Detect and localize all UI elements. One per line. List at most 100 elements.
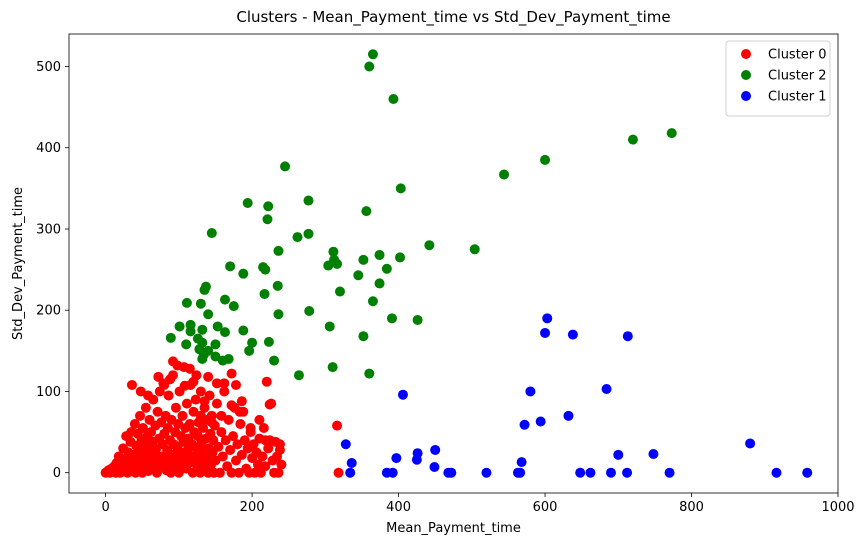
- point-series-0-190: [219, 386, 230, 397]
- point-series-0-139: [213, 441, 224, 452]
- point-series-1-50: [174, 321, 185, 332]
- point-series-1-74: [364, 368, 375, 379]
- y-tick-label-0: 0: [53, 466, 61, 481]
- point-series-0-197: [135, 386, 146, 397]
- legend-label-2: Cluster 1: [768, 90, 827, 105]
- point-series-1-32: [238, 268, 249, 279]
- point-series-2-19: [346, 457, 357, 468]
- point-series-0-154: [235, 418, 246, 429]
- point-series-1-12: [361, 206, 372, 217]
- point-series-0-198: [143, 390, 154, 401]
- point-series-0-143: [219, 378, 230, 389]
- legend-marker-0: [741, 49, 751, 59]
- point-series-1-15: [303, 228, 314, 239]
- point-series-0-180: [273, 467, 284, 478]
- point-series-2-25: [446, 467, 457, 478]
- point-series-2-7: [563, 410, 574, 421]
- point-series-1-6: [280, 161, 291, 172]
- point-series-1-30: [260, 264, 271, 275]
- point-series-1-57: [358, 331, 369, 342]
- y-tick-label-3: 300: [36, 222, 61, 237]
- point-series-2-15: [613, 449, 624, 460]
- point-series-2-18: [516, 457, 527, 468]
- x-tick-label-3: 600: [533, 500, 558, 515]
- point-series-0-27: [129, 418, 140, 429]
- point-series-0-195: [159, 379, 170, 390]
- point-series-2-2: [567, 329, 578, 340]
- x-tick-label-2: 400: [386, 500, 411, 515]
- point-series-1-7: [499, 169, 510, 180]
- point-series-1-66: [244, 345, 255, 356]
- point-series-0-193: [234, 406, 245, 417]
- point-series-0-209: [206, 417, 217, 428]
- point-series-0-211: [245, 423, 256, 434]
- point-series-0-144: [220, 435, 231, 446]
- point-series-1-72: [327, 362, 338, 373]
- point-series-0-141: [216, 427, 227, 438]
- point-series-0-110: [190, 394, 201, 405]
- point-series-1-56: [324, 321, 335, 332]
- legend-marker-2: [741, 91, 751, 101]
- legend: Cluster 0 Cluster 2 Cluster 1: [725, 40, 831, 117]
- point-series-0-38: [137, 423, 148, 434]
- point-series-2-6: [397, 389, 408, 400]
- point-series-2-20: [429, 462, 440, 473]
- point-series-0-201: [199, 396, 210, 407]
- point-series-2-29: [575, 467, 586, 478]
- point-series-1-29: [381, 263, 392, 274]
- point-series-0-58: [152, 406, 163, 417]
- point-series-0-189: [211, 378, 222, 389]
- point-series-2-10: [745, 438, 756, 449]
- point-series-2-5: [525, 386, 536, 397]
- point-series-0-140: [214, 467, 225, 478]
- point-series-1-53: [197, 324, 208, 335]
- legend-box: [725, 40, 831, 117]
- point-series-0-155: [236, 449, 247, 460]
- point-series-0-208: [216, 410, 227, 421]
- point-series-1-18: [328, 246, 339, 257]
- point-series-1-14: [206, 228, 217, 239]
- point-series-1-51: [212, 321, 223, 332]
- point-series-0-157: [239, 435, 250, 446]
- point-series-1-73: [293, 370, 304, 381]
- point-series-0-147: [225, 444, 236, 455]
- point-series-1-45: [273, 309, 284, 320]
- x-axis-label: Mean_Payment_time: [386, 521, 521, 536]
- y-tick-label-4: 400: [36, 141, 61, 156]
- point-series-0-205: [274, 439, 285, 450]
- point-series-2-9: [519, 419, 530, 430]
- point-series-2-8: [535, 416, 546, 427]
- point-series-0-169: [257, 451, 268, 462]
- point-series-1-26: [323, 260, 334, 271]
- point-series-1-5: [540, 154, 551, 165]
- legend-label-0: Cluster 0: [768, 48, 827, 63]
- point-series-0-199: [153, 371, 164, 382]
- point-series-2-23: [387, 467, 398, 478]
- point-series-1-8: [395, 183, 406, 194]
- point-series-1-58: [165, 332, 176, 343]
- point-series-2-17: [391, 453, 402, 464]
- point-series-1-43: [228, 301, 239, 312]
- point-series-1-62: [247, 337, 258, 348]
- point-series-1-44: [203, 309, 214, 320]
- point-series-0-138: [211, 398, 222, 409]
- point-series-0-184: [172, 360, 183, 371]
- point-series-1-68: [197, 353, 208, 364]
- point-series-1-25: [332, 258, 343, 269]
- point-series-2-11: [340, 439, 351, 450]
- point-series-0-171: [260, 461, 271, 472]
- point-series-1-22: [395, 252, 406, 263]
- legend-label-1: Cluster 2: [768, 69, 827, 84]
- point-series-1-54: [238, 325, 249, 336]
- y-axis: 0 100 200 300 400 500: [36, 60, 69, 481]
- point-series-0-172: [261, 376, 272, 387]
- point-series-2-0: [542, 313, 553, 324]
- point-series-1-21: [374, 249, 385, 260]
- point-series-1-2: [388, 93, 399, 104]
- point-series-0-191: [226, 368, 237, 379]
- point-series-1-16: [292, 232, 303, 243]
- point-series-1-46: [304, 306, 315, 317]
- y-tick-label-1: 100: [36, 385, 61, 400]
- point-series-1-13: [262, 214, 273, 225]
- point-series-1-75: [194, 344, 205, 355]
